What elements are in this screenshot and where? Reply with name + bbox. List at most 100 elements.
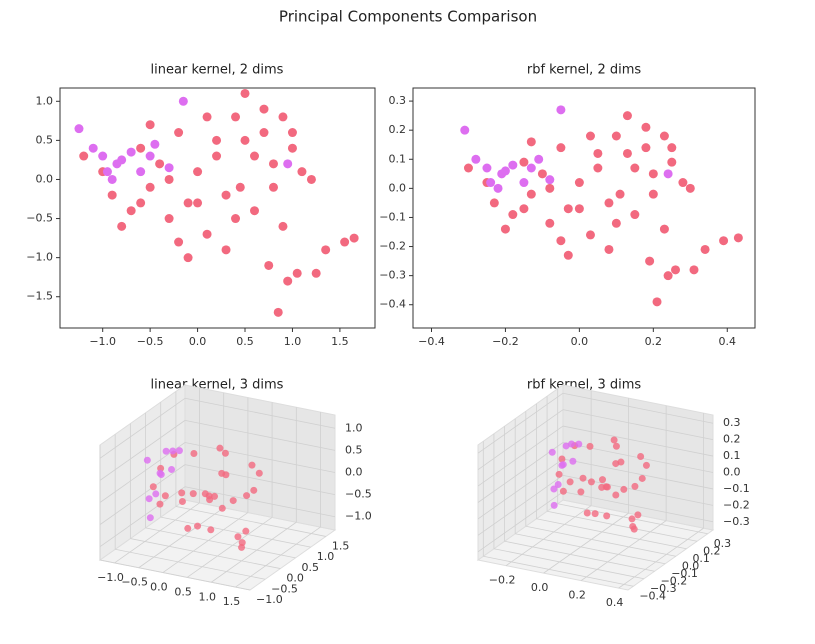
x-tick-label: 0.0 (150, 581, 168, 594)
point (311, 268, 321, 278)
point (508, 160, 518, 170)
x-grid-line (505, 505, 592, 566)
point (175, 447, 183, 455)
y-tick-label: 0.2 (389, 123, 407, 136)
point (667, 143, 677, 153)
point (98, 151, 108, 161)
point (207, 526, 215, 534)
y-tick-label: 0.0 (389, 181, 407, 194)
x-tick-label: 0.0 (531, 581, 549, 594)
z-tick-label: 0.0 (723, 466, 741, 479)
point (250, 151, 260, 161)
point (174, 128, 184, 138)
z-grid-line (99, 397, 186, 459)
z-tick-label: −0.5 (345, 488, 372, 501)
point (556, 105, 566, 115)
point (471, 154, 481, 164)
y-tick-label: 1.5 (332, 539, 350, 552)
point (221, 245, 231, 255)
x-tick-label: −0.4 (418, 335, 445, 348)
y-grid-line (493, 548, 645, 580)
x-tick-label: 1.0 (199, 590, 217, 603)
point (519, 204, 529, 214)
y-tick-label: −1.5 (26, 290, 53, 303)
point (283, 276, 293, 286)
y-grid-line (483, 555, 634, 587)
point (190, 449, 198, 457)
point (566, 478, 574, 486)
y-tick-label: −0.5 (26, 212, 53, 225)
subplot-title: rbf kernel, 2 dims (527, 63, 642, 78)
point (221, 190, 231, 200)
figure-title: Principal Components Comparison (279, 8, 537, 26)
point (183, 198, 193, 208)
z-grid-line (477, 425, 564, 487)
point (574, 204, 584, 214)
x-tick-label: 0.2 (645, 335, 663, 348)
y-tick-label: −0.2 (661, 574, 688, 587)
y-tick-label: −1.0 (256, 593, 283, 606)
point (598, 483, 606, 491)
point (587, 478, 595, 486)
z-tick-label: 0.5 (345, 443, 363, 456)
y-grid-line (145, 527, 296, 559)
point (545, 183, 555, 193)
point (240, 135, 250, 145)
z-grid-line (477, 392, 564, 454)
point (604, 198, 614, 208)
point (630, 525, 638, 533)
point (145, 120, 155, 130)
point (248, 461, 256, 469)
point (562, 442, 570, 450)
z-tick-label: −0.2 (723, 498, 750, 511)
y-grid-line (130, 538, 281, 569)
point (164, 174, 174, 184)
point (550, 485, 558, 493)
point (648, 189, 658, 199)
z-tick-label: −1.0 (345, 510, 372, 523)
point (617, 458, 625, 466)
z-grid-line (184, 486, 336, 518)
point (733, 233, 743, 243)
point (149, 483, 157, 491)
point (500, 166, 510, 176)
point (340, 237, 350, 247)
z-grid-line (99, 420, 186, 481)
point (519, 178, 529, 188)
point (145, 151, 155, 161)
point (642, 461, 650, 469)
y-tick-label: −0.2 (379, 240, 406, 253)
point (568, 440, 575, 448)
point (202, 229, 212, 239)
point (583, 509, 591, 517)
point (155, 159, 165, 169)
point (611, 218, 621, 228)
point (238, 543, 246, 551)
point (659, 131, 669, 141)
point (550, 501, 558, 509)
point (146, 514, 154, 522)
x-grid-line (186, 517, 273, 578)
x-tick-label: 0.0 (571, 335, 589, 348)
point (102, 167, 112, 177)
y-tick-label: 0.5 (36, 133, 54, 146)
point (218, 504, 226, 512)
point (637, 452, 645, 460)
point (107, 174, 117, 184)
point (278, 221, 288, 231)
y-tick-label: −0.5 (271, 582, 298, 595)
point (667, 157, 677, 167)
point (164, 163, 174, 173)
z-grid-line (477, 475, 564, 536)
point (526, 189, 536, 199)
point (164, 214, 174, 224)
x-tick-label: −1.0 (89, 335, 116, 348)
point (88, 143, 98, 153)
point (638, 474, 646, 482)
z-grid-line (477, 409, 564, 470)
point (615, 189, 625, 199)
y-grid-line (115, 548, 266, 580)
point (240, 88, 250, 98)
y-tick-label: 0.3 (714, 537, 732, 550)
